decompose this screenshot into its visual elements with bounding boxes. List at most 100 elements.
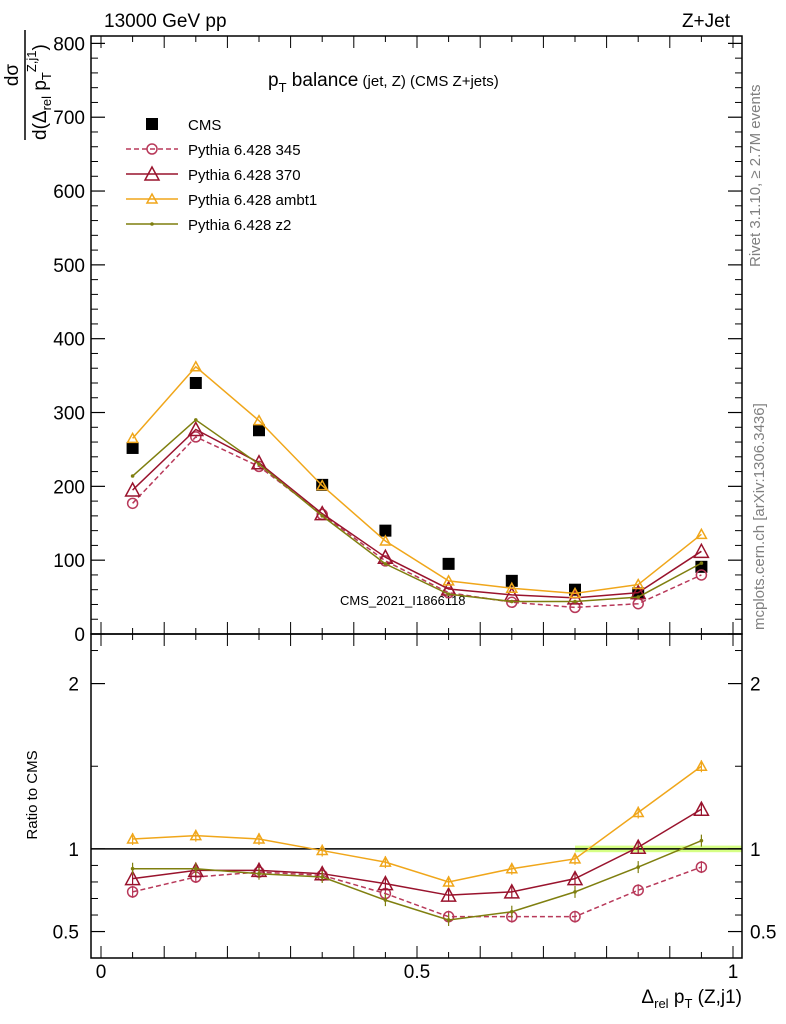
- ratio-point-p345-0: [126, 886, 139, 898]
- ratio-y-tick-label-right-1: 1: [750, 840, 761, 861]
- ratio-panel: 0 0.5 1 0.5 0.5 1 1 2 2: [53, 633, 776, 983]
- xlabel-rel: rel: [654, 996, 669, 1011]
- x-tick-label-0.5: 0.5: [404, 962, 430, 983]
- point-z2-8: [636, 595, 640, 599]
- series-line-p345: [132, 435, 702, 609]
- main-y-axis-label: dσ d(Δrel pTZ,j1): [2, 30, 54, 140]
- point-cms-6: [505, 574, 518, 587]
- series-line-ambt1: [132, 365, 702, 595]
- y-tick-label-500: 500: [53, 256, 85, 277]
- ratio-point-p345-9: [695, 861, 708, 873]
- ratio-point-ambt1-6: [505, 862, 519, 874]
- ylabel-d: d(Δ: [30, 110, 51, 140]
- point-ambt1-9: [695, 527, 708, 540]
- ratio-point-z2-6: [510, 909, 514, 914]
- ylabel-sup: Z,j1: [24, 50, 39, 72]
- point-ambt1-1: [189, 360, 203, 372]
- main-panel: 0 100 200 300 400 500 600 700 800: [53, 34, 743, 646]
- title-balance: balance: [287, 70, 359, 91]
- ratio-point-ambt1-7: [568, 852, 582, 864]
- point-ambt1-3: [315, 479, 329, 491]
- point-ambt1-2: [252, 414, 266, 426]
- point-cms-5: [442, 557, 455, 570]
- ratio-point-z2-2: [257, 871, 261, 876]
- ylabel-T: T: [39, 72, 54, 80]
- point-z2-2: [257, 462, 261, 466]
- point-p370-1: [187, 420, 205, 437]
- legend-item-ambt1: Pythia 6.428 ambt1: [126, 192, 317, 209]
- ratio-point-z2-3: [320, 875, 325, 879]
- legend-label-p370: Pythia 6.428 370: [188, 167, 301, 184]
- series-cms: [126, 376, 708, 600]
- ratio-point-ambt1-0: [126, 832, 139, 844]
- ratio-series-ambt1: [126, 759, 708, 888]
- x-tick-label-1: 1: [728, 962, 739, 983]
- point-cms-2: [253, 424, 265, 437]
- legend-marker-p345: [146, 143, 158, 155]
- legend-marker-p370: [143, 165, 161, 181]
- y-tick-label-800: 800: [53, 34, 85, 55]
- ratio-point-ambt1-3: [315, 844, 329, 856]
- legend-marker-z2: [150, 222, 154, 226]
- x-tick-label-0: 0: [96, 962, 107, 983]
- ratio-point-ambt1-4: [379, 855, 392, 867]
- xlabel-rest: (Z,j1): [692, 987, 742, 1008]
- y-tick-label-600: 600: [53, 182, 85, 203]
- ratio-point-z2-0: [130, 866, 135, 871]
- legend-item-p345: Pythia 6.428 345: [126, 142, 301, 159]
- ratio-point-p370-1: [187, 861, 205, 878]
- ratio-line-ambt1: [132, 765, 702, 883]
- ylabel-close: ): [30, 44, 51, 50]
- ratio-y-tick-label-0.5: 0.5: [53, 923, 79, 944]
- ratio-point-z2-5: [446, 918, 451, 922]
- point-z2-6: [510, 599, 514, 604]
- mcplots-label: mcplots.cern.ch [arXiv:1306.3436]: [751, 403, 768, 630]
- series-line-p370: [132, 428, 702, 599]
- legend-label-p345: Pythia 6.428 345: [188, 142, 301, 159]
- legend-item-cms: CMS: [146, 117, 221, 134]
- ratio-point-z2-4: [383, 898, 388, 902]
- ratio-y-tick-label-right-2: 2: [750, 675, 761, 696]
- point-z2-7: [573, 599, 577, 604]
- ratio-point-p370-8: [629, 838, 647, 854]
- point-cms-0: [126, 441, 139, 454]
- ratio-line-p370: [132, 808, 702, 896]
- ratio-point-p370-6: [503, 883, 521, 899]
- point-z2-3: [320, 514, 325, 518]
- xlabel-T: T: [684, 996, 692, 1011]
- ratio-point-p370-5: [440, 886, 457, 902]
- title-p: p: [268, 70, 279, 91]
- ratio-point-p370-0: [124, 870, 141, 886]
- point-ambt1-0: [126, 431, 139, 444]
- legend: CMS Pythia 6.428 345 Pythia 6.428 370 Pythi…: [126, 117, 317, 234]
- point-ambt1-8: [631, 577, 645, 590]
- y-tick-label-400: 400: [53, 330, 85, 351]
- y-tick-label-300: 300: [53, 404, 85, 425]
- point-ambt1-5: [442, 574, 455, 586]
- series-ambt1: [126, 360, 708, 599]
- y-tick-label-100: 100: [53, 551, 85, 572]
- xlabel-p: p: [669, 987, 685, 1008]
- ratio-point-z2-7: [573, 890, 577, 894]
- ylabel-rel: rel: [39, 96, 54, 111]
- point-p345-0: [126, 497, 139, 510]
- ratio-line-p345: [132, 866, 702, 918]
- point-ambt1-6: [505, 581, 519, 593]
- ratio-line-z2: [132, 839, 702, 921]
- ratio-point-p370-4: [377, 875, 394, 891]
- legend-label-z2: Pythia 6.428 z2: [188, 217, 291, 234]
- analysis-watermark: CMS_2021_I1866118: [340, 593, 466, 608]
- point-cms-9: [695, 560, 708, 573]
- rivet-label: Rivet 3.1.10, ≥ 2.7M events: [747, 85, 764, 268]
- point-z2-9: [699, 561, 704, 565]
- point-ambt1-4: [379, 534, 392, 546]
- point-cms-4: [379, 524, 392, 537]
- series-p345: [126, 431, 708, 614]
- ylabel-p: p: [30, 80, 51, 96]
- ratio-point-p345-7: [569, 910, 581, 923]
- point-z2-4: [383, 562, 388, 566]
- series-z2: [130, 418, 704, 604]
- ratio-y-tick-label-right-0.5: 0.5: [750, 923, 776, 944]
- ylabel-numerator: dσ: [2, 64, 23, 87]
